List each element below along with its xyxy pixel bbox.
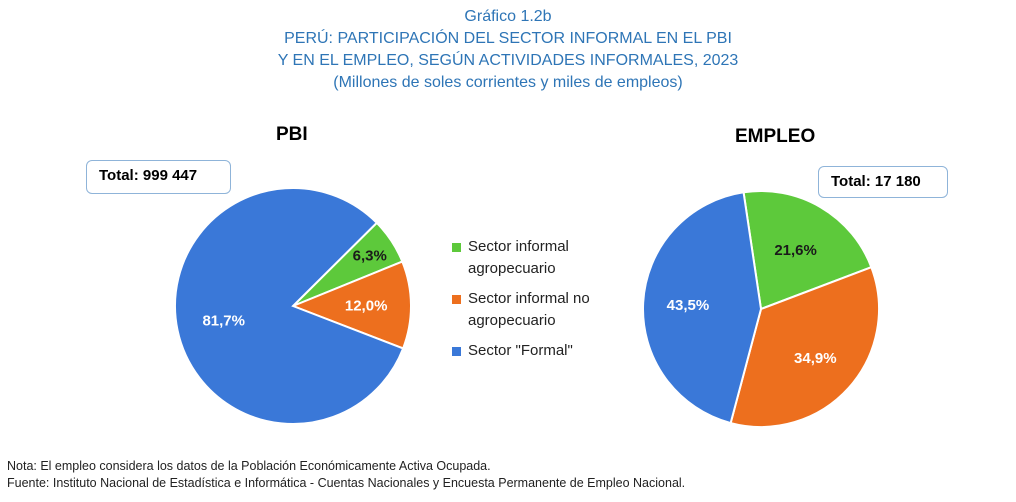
title-line-2: Y EN EL EMPLEO, SEGÚN ACTIVIDADES INFORM… (277, 52, 739, 69)
pbi-slice-no-agro-label: 12,0% (345, 297, 388, 314)
pbi-slice-agro-label: 6,3% (353, 247, 387, 264)
subtitle-units: (Millones de soles corrientes y miles de… (333, 74, 683, 91)
pbi-total-box: Total: 999 447 (86, 160, 231, 194)
figure-number: Gráfico 1.2b (464, 8, 552, 25)
legend-label-agro: Sector informal agropecuario (468, 238, 569, 277)
legend-item-formal: Sector "Formal" (452, 340, 632, 362)
legend-swatch-formal (452, 347, 461, 356)
pbi-slice-no-agro (290, 260, 412, 350)
empleo-slice-formal-label: 43,5% (667, 297, 710, 314)
legend-item-no-agro: Sector informal no agropecuario (452, 288, 632, 332)
legend: Sector informal agropecuario Sector info… (452, 236, 632, 370)
source-text: Fuente: Instituto Nacional de Estadístic… (7, 476, 686, 490)
legend-label-formal: Sector "Formal" (468, 342, 573, 359)
empleo-total-box: Total: 17 180 (818, 166, 948, 198)
pbi-slice-formal-label: 81,7% (202, 313, 245, 330)
note-text: Nota: El empleo considera los datos de l… (7, 459, 491, 473)
chart-header: Gráfico 1.2b PERÚ: PARTICIPACIÓN DEL SEC… (0, 6, 1016, 94)
empleo-slice-no-agro (729, 265, 880, 428)
legend-item-agro: Sector informal agropecuario (452, 236, 632, 280)
pbi-chart-title: PBI (276, 124, 308, 145)
empleo-slice-agro (742, 190, 873, 311)
legend-label-no-agro: Sector informal no agropecuario (468, 290, 590, 329)
empleo-slice-formal (642, 191, 763, 425)
legend-swatch-agro (452, 243, 461, 252)
footnotes: Nota: El empleo considera los datos de l… (7, 458, 685, 492)
pbi-slice-formal (174, 187, 405, 425)
legend-swatch-no-agro (452, 295, 461, 304)
empleo-slice-agro-label: 21,6% (774, 242, 817, 259)
empleo-chart-title: EMPLEO (735, 126, 816, 147)
empleo-slice-no-agro-label: 34,9% (794, 350, 837, 367)
title-line-1: PERÚ: PARTICIPACIÓN DEL SECTOR INFORMAL … (284, 30, 732, 47)
